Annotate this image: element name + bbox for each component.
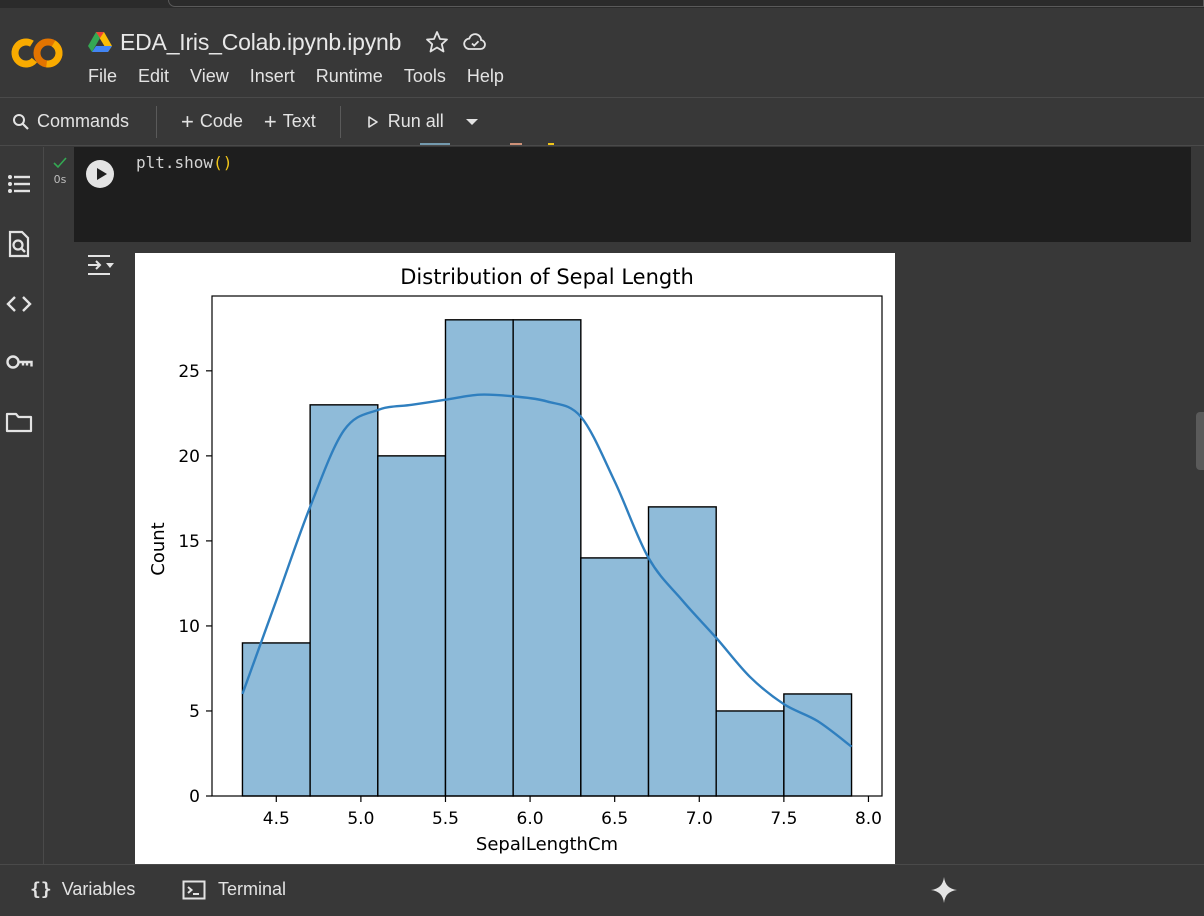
y-tick-label: 25 bbox=[178, 362, 200, 382]
browser-top-edge bbox=[0, 0, 1204, 8]
y-tick-label: 15 bbox=[178, 532, 200, 552]
secrets-key-icon[interactable] bbox=[4, 347, 34, 377]
doc-title-row: EDA_Iris_Colab.ipynb.ipynb bbox=[88, 28, 487, 56]
menu-file[interactable]: File bbox=[88, 66, 118, 86]
x-tick-label: 7.5 bbox=[770, 809, 797, 829]
output-actions-icon[interactable] bbox=[86, 252, 116, 278]
x-tick-label: 8.0 bbox=[855, 809, 882, 829]
code-text: plt.show bbox=[136, 153, 214, 172]
plus-icon: + bbox=[263, 108, 277, 134]
x-tick-label: 5.5 bbox=[432, 809, 459, 829]
histogram-bar bbox=[309, 404, 379, 797]
y-tick-label: 10 bbox=[178, 617, 200, 637]
status-bar: {} Variables Terminal bbox=[0, 864, 1204, 916]
menu-view[interactable]: View bbox=[190, 66, 229, 86]
notebook-title[interactable]: EDA_Iris_Colab.ipynb.ipynb bbox=[120, 28, 402, 55]
y-tick-label: 5 bbox=[189, 702, 200, 722]
x-tick-label: 7.0 bbox=[686, 809, 713, 829]
plot-frame bbox=[211, 295, 883, 797]
search-icon bbox=[13, 113, 29, 130]
terminal-button[interactable]: Terminal bbox=[182, 879, 286, 900]
y-tick-label: 20 bbox=[178, 447, 200, 467]
histogram-bar bbox=[512, 319, 582, 797]
histogram-bar bbox=[444, 319, 514, 797]
menu-help[interactable]: Help bbox=[466, 66, 504, 86]
chart-output: Distribution of Sepal Length SepalLength… bbox=[135, 253, 895, 864]
plus-icon: + bbox=[181, 108, 194, 134]
y-ticks-layer: 0 5 10 15 20 25 bbox=[178, 362, 212, 807]
check-icon bbox=[53, 157, 67, 169]
menu-edit[interactable]: Edit bbox=[138, 66, 170, 86]
x-tick-label: 4.5 bbox=[263, 809, 290, 829]
variables-button[interactable]: {} Variables bbox=[30, 879, 135, 900]
star-icon[interactable] bbox=[425, 30, 449, 54]
x-ticks-layer: 4.5 5.0 5.5 6.0 6.5 7.0 7.5 8.0 bbox=[263, 796, 882, 829]
chart-title: Distribution of Sepal Length bbox=[400, 265, 694, 289]
run-all-button[interactable]: Run all bbox=[367, 106, 444, 138]
run-all-label: Run all bbox=[387, 111, 444, 131]
colab-logo[interactable] bbox=[10, 36, 66, 70]
add-code-label: Code bbox=[199, 111, 243, 131]
files-folder-icon[interactable] bbox=[4, 407, 34, 437]
toolbar-divider bbox=[339, 105, 341, 138]
commands-label: Commands bbox=[37, 111, 130, 131]
x-axis-label: SepalLengthCm bbox=[476, 834, 618, 855]
x-tick-label: 6.5 bbox=[601, 809, 628, 829]
code-snippets-icon[interactable] bbox=[4, 289, 34, 319]
histogram-bar bbox=[715, 710, 785, 797]
add-text-button[interactable]: + Text bbox=[264, 106, 316, 138]
play-outline-icon bbox=[367, 115, 378, 128]
y-axis-label: Count bbox=[148, 522, 169, 575]
histogram-bar bbox=[377, 455, 447, 797]
chevron-down-icon[interactable] bbox=[464, 117, 480, 127]
variables-label: Variables bbox=[61, 879, 136, 899]
toolbar-divider bbox=[156, 105, 157, 138]
run-cell-button[interactable] bbox=[86, 160, 114, 188]
execution-time: 0s bbox=[53, 173, 67, 186]
histogram-chart: Distribution of Sepal Length SepalLength… bbox=[148, 265, 883, 855]
braces-icon: {} bbox=[30, 879, 52, 900]
menubar: File Edit View Insert Runtime Tools Help bbox=[88, 66, 525, 87]
histogram-bar bbox=[580, 557, 650, 797]
code-parens: () bbox=[213, 153, 233, 172]
terminal-label: Terminal bbox=[218, 879, 287, 899]
bars-layer bbox=[241, 319, 853, 797]
header: EDA_Iris_Colab.ipynb.ipynb File Edit Vie… bbox=[0, 8, 1204, 98]
code-cell[interactable] bbox=[74, 147, 1191, 242]
histogram-bar bbox=[647, 506, 717, 797]
left-sidebar bbox=[0, 147, 44, 864]
code-line[interactable]: plt.show() bbox=[136, 153, 232, 172]
x-tick-label: 6.0 bbox=[517, 809, 544, 829]
cloud-saved-icon[interactable] bbox=[463, 30, 487, 54]
menu-runtime[interactable]: Runtime bbox=[315, 66, 383, 86]
y-tick-label: 0 bbox=[189, 787, 200, 807]
commands-button[interactable]: Commands bbox=[12, 106, 146, 138]
find-replace-icon[interactable] bbox=[4, 229, 34, 259]
table-of-contents-icon[interactable] bbox=[4, 169, 34, 199]
add-text-label: Text bbox=[282, 111, 316, 131]
notebook-toolbar: Commands + Code + Text Run all bbox=[0, 98, 1204, 146]
menu-tools[interactable]: Tools bbox=[403, 66, 446, 86]
google-drive-icon bbox=[88, 32, 112, 52]
kde-line bbox=[241, 393, 853, 748]
scrollbar-handle[interactable] bbox=[1196, 412, 1204, 470]
sparkle-icon[interactable] bbox=[930, 876, 958, 904]
terminal-icon bbox=[182, 880, 206, 899]
menu-insert[interactable]: Insert bbox=[249, 66, 295, 86]
x-tick-label: 5.0 bbox=[347, 809, 374, 829]
clipped-code-line bbox=[420, 143, 554, 145]
add-code-button[interactable]: + Code bbox=[181, 106, 243, 138]
kde-layer bbox=[241, 393, 853, 748]
execution-status: 0s bbox=[50, 157, 70, 186]
